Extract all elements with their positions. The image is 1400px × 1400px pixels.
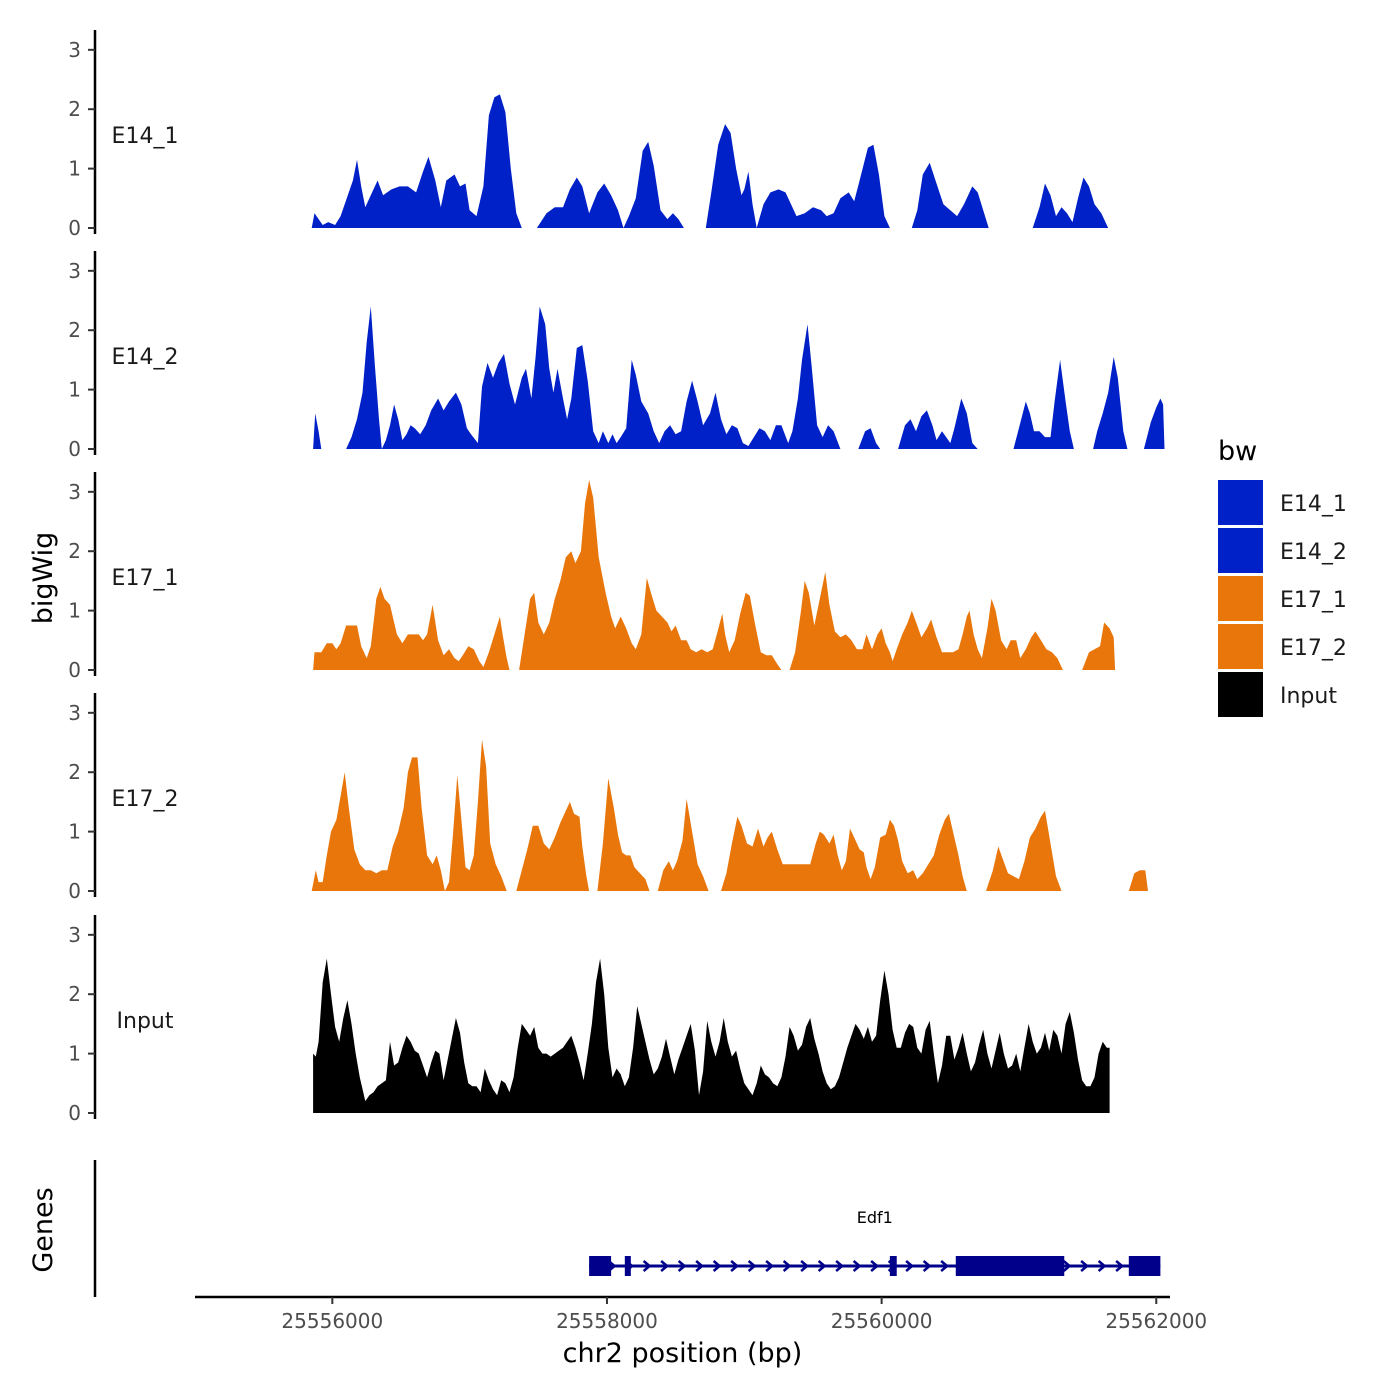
strand-arrow bbox=[660, 1260, 670, 1272]
genes-axis-title: Genes bbox=[28, 1187, 59, 1272]
y-tick-label: 3 bbox=[68, 259, 81, 283]
strand-arrow bbox=[782, 1260, 792, 1272]
y-tick-label: 1 bbox=[68, 599, 81, 623]
y-tick-label: 3 bbox=[68, 38, 81, 62]
strand-arrow bbox=[1062, 1260, 1072, 1272]
y-tick-label: 3 bbox=[68, 701, 81, 725]
legend-title: bw bbox=[1218, 436, 1257, 467]
signal-area-E14_1 bbox=[311, 94, 1109, 229]
legend: bw E14_1 E14_2 E17_1 E17_2 Input bbox=[1218, 436, 1347, 717]
gene-name-label: Edf1 bbox=[857, 1208, 893, 1227]
strand-arrow bbox=[800, 1260, 810, 1272]
track-Input: 0 1 2 3 Input bbox=[68, 915, 1110, 1125]
y-tick-label: 0 bbox=[68, 1101, 81, 1125]
signal-area-Input bbox=[313, 958, 1110, 1113]
gene-exon bbox=[1128, 1256, 1161, 1276]
strand-arrow bbox=[817, 1260, 827, 1272]
track-label: E17_1 bbox=[112, 566, 179, 591]
strand-arrow bbox=[852, 1260, 862, 1272]
y-tick-label: 3 bbox=[68, 480, 81, 504]
y-tick-label: 1 bbox=[68, 157, 81, 181]
strand-arrow bbox=[835, 1260, 845, 1272]
signal-area-E17_1 bbox=[313, 479, 1116, 670]
legend-label: E14_1 bbox=[1280, 492, 1347, 517]
y-tick-label: 2 bbox=[68, 97, 81, 121]
legend-swatch-E14_1 bbox=[1218, 480, 1263, 525]
y-tick-label: 2 bbox=[68, 760, 81, 784]
y-tick-label: 0 bbox=[68, 658, 81, 682]
x-axis: 25556000 25558000 25560000 25562000 bbox=[195, 1295, 1207, 1333]
gene-exon bbox=[589, 1256, 612, 1276]
signal-tracks: 0 1 2 3 E14_1 0 1 2 3 E14_2 0 1 2 3 E17_1 0 1 2 3 E17_2 0 1 2 3… bbox=[68, 30, 1165, 1125]
strand-arrow bbox=[677, 1260, 687, 1272]
gene-exon bbox=[889, 1256, 897, 1276]
track-label: E14_1 bbox=[112, 124, 179, 149]
y-tick-label: 2 bbox=[68, 539, 81, 563]
strand-arrow bbox=[1097, 1260, 1107, 1272]
strand-arrow bbox=[1080, 1260, 1090, 1272]
y-tick-label: 1 bbox=[68, 1042, 81, 1066]
strand-arrow bbox=[922, 1260, 932, 1272]
y-tick-label: 0 bbox=[68, 879, 81, 903]
x-tick-label: 25556000 bbox=[281, 1309, 383, 1333]
track-E14_2: 0 1 2 3 E14_2 bbox=[68, 251, 1165, 461]
legend-label: E17_2 bbox=[1280, 636, 1347, 661]
y-tick-label: 1 bbox=[68, 820, 81, 844]
y-tick-label: 0 bbox=[68, 216, 81, 240]
legend-swatch-Input bbox=[1218, 672, 1263, 717]
gene-exon bbox=[955, 1256, 1065, 1276]
track-E17_1: 0 1 2 3 E17_1 bbox=[68, 472, 1116, 682]
x-tick-label: 25560000 bbox=[831, 1309, 933, 1333]
signal-area-E14_2 bbox=[313, 306, 1165, 449]
strand-arrow bbox=[747, 1260, 757, 1272]
y-axis-title: bigWig bbox=[28, 532, 59, 625]
strand-arrow bbox=[730, 1260, 740, 1272]
track-label: Input bbox=[117, 1009, 174, 1034]
track-label: E17_2 bbox=[112, 787, 179, 812]
track-E14_1: 0 1 2 3 E14_1 bbox=[68, 30, 1109, 240]
x-axis-title: chr2 position (bp) bbox=[563, 1338, 803, 1369]
legend-swatch-E17_1 bbox=[1218, 576, 1263, 621]
gene-exon bbox=[624, 1256, 631, 1276]
track-E17_2: 0 1 2 3 E17_2 bbox=[68, 693, 1148, 903]
strand-arrow bbox=[712, 1260, 722, 1272]
x-tick-label: 25562000 bbox=[1105, 1309, 1207, 1333]
strand-arrow bbox=[870, 1260, 880, 1272]
y-tick-label: 0 bbox=[68, 437, 81, 461]
strand-arrow bbox=[1115, 1260, 1125, 1272]
track-label: E14_2 bbox=[112, 345, 179, 370]
gene-Edf1: Edf1 bbox=[589, 1208, 1161, 1276]
y-tick-label: 2 bbox=[68, 318, 81, 342]
strand-arrow bbox=[695, 1260, 705, 1272]
genes-panel: Edf1 bbox=[93, 1160, 1161, 1297]
legend-swatch-E14_2 bbox=[1218, 528, 1263, 573]
y-tick-label: 2 bbox=[68, 982, 81, 1006]
y-tick-label: 1 bbox=[68, 378, 81, 402]
strand-arrow bbox=[905, 1260, 915, 1272]
legend-swatch-E17_2 bbox=[1218, 624, 1263, 669]
signal-area-E17_2 bbox=[311, 739, 1148, 891]
strand-arrow bbox=[642, 1260, 652, 1272]
legend-label: E17_1 bbox=[1280, 588, 1347, 613]
x-tick-label: 25558000 bbox=[556, 1309, 658, 1333]
strand-arrow bbox=[765, 1260, 775, 1272]
y-tick-label: 3 bbox=[68, 923, 81, 947]
legend-label: E14_2 bbox=[1280, 540, 1347, 565]
legend-label: Input bbox=[1280, 684, 1337, 709]
strand-arrow bbox=[940, 1260, 950, 1272]
